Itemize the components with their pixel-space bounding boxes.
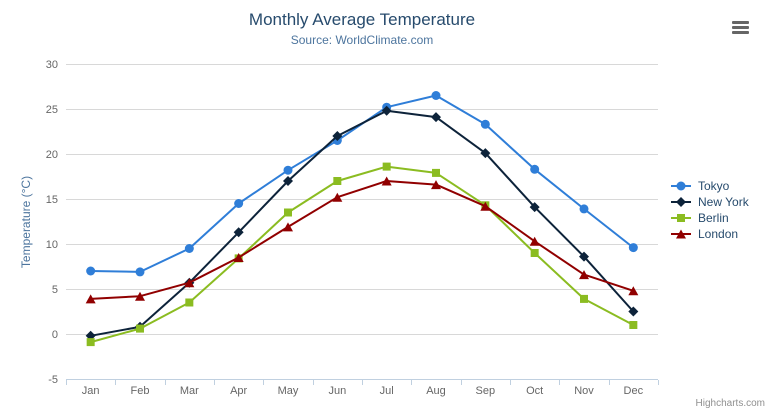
legend-item-berlin[interactable]: Berlin xyxy=(670,210,749,226)
legend-marker-square-icon xyxy=(671,214,691,222)
data-point-berlin[interactable] xyxy=(185,298,194,307)
data-point-new-york[interactable] xyxy=(628,306,639,317)
x-axis-label: Apr xyxy=(230,385,247,397)
x-axis-label: Dec xyxy=(624,385,644,397)
chart-title: Monthly Average Temperature xyxy=(248,10,476,29)
y-axis-label: -5 xyxy=(48,374,58,386)
data-point-london[interactable] xyxy=(431,180,441,190)
hamburger-menu-icon xyxy=(730,20,750,34)
series-line-berlin[interactable] xyxy=(89,165,635,344)
x-axis-label: Mar xyxy=(180,385,199,397)
data-point-london[interactable] xyxy=(233,253,244,262)
data-point-tokyo[interactable] xyxy=(135,267,145,277)
data-point-london[interactable] xyxy=(135,291,145,301)
data-point-new-york[interactable] xyxy=(233,227,244,238)
data-point-berlin[interactable] xyxy=(432,168,440,177)
data-point-london[interactable] xyxy=(332,192,343,202)
legend: Tokyo New York Berlin London xyxy=(670,178,749,242)
data-point-tokyo[interactable] xyxy=(86,266,96,276)
y-axis-labels: -5 0 5 10 15 20 25 30 xyxy=(46,59,58,386)
legend-label: Tokyo xyxy=(698,179,730,193)
data-point-london[interactable] xyxy=(579,270,589,280)
data-point-berlin[interactable] xyxy=(580,294,588,303)
data-point-berlin[interactable] xyxy=(284,208,292,217)
data-point-tokyo[interactable] xyxy=(283,165,293,175)
legend-label: Berlin xyxy=(698,211,729,225)
data-point-tokyo[interactable] xyxy=(184,244,194,253)
legend-item-london[interactable]: London xyxy=(670,226,749,242)
y-axis-label: 10 xyxy=(46,239,58,251)
data-point-berlin[interactable] xyxy=(382,162,391,171)
data-point-berlin[interactable] xyxy=(629,321,638,329)
series-tokyo[interactable] xyxy=(86,91,638,277)
data-point-london[interactable] xyxy=(381,176,392,186)
data-point-new-york[interactable] xyxy=(332,131,343,141)
x-axis-labels: Jan Feb Mar Apr May Jun Jul Aug Sep Oct Nov Dec xyxy=(82,385,644,397)
data-point-london[interactable] xyxy=(283,222,293,232)
data-point-new-york[interactable] xyxy=(480,148,491,159)
x-axis-label: Jul xyxy=(380,385,394,397)
data-point-berlin[interactable] xyxy=(136,324,144,333)
legend-item-tokyo[interactable]: Tokyo xyxy=(670,178,749,194)
data-point-new-york[interactable] xyxy=(431,112,441,123)
data-point-london[interactable] xyxy=(628,286,639,296)
data-point-london[interactable] xyxy=(480,201,491,211)
data-point-new-york[interactable] xyxy=(529,202,540,213)
legend-label: New York xyxy=(698,195,749,209)
series-line-tokyo[interactable] xyxy=(89,94,635,273)
data-point-london[interactable] xyxy=(85,294,96,304)
data-point-tokyo[interactable] xyxy=(628,243,638,253)
legend-marker-diamond-icon xyxy=(671,197,691,207)
series-london[interactable] xyxy=(85,176,639,304)
y-axis-label: 0 xyxy=(52,329,58,341)
data-point-tokyo[interactable] xyxy=(431,91,441,100)
chart-subtitle: Source: WorldClimate.com xyxy=(290,33,434,47)
data-point-berlin[interactable] xyxy=(530,249,539,257)
y-axis-label: 30 xyxy=(46,59,58,71)
data-point-tokyo[interactable] xyxy=(530,164,540,174)
data-point-new-york[interactable] xyxy=(579,251,589,262)
data-point-tokyo[interactable] xyxy=(234,199,244,208)
data-point-london[interactable] xyxy=(529,236,540,246)
series-new-york[interactable] xyxy=(85,105,639,341)
y-axis-label: 20 xyxy=(46,149,58,161)
credits-link[interactable]: Highcharts.com xyxy=(695,398,765,409)
y-axis-label: 5 xyxy=(52,284,58,296)
legend-marker-triangle-icon xyxy=(671,229,691,239)
data-point-berlin[interactable] xyxy=(333,177,342,185)
series-line-new-york[interactable] xyxy=(89,109,635,337)
data-point-london[interactable] xyxy=(184,278,195,288)
data-point-new-york[interactable] xyxy=(381,105,392,116)
legend-label: London xyxy=(698,227,739,241)
data-point-tokyo[interactable] xyxy=(480,119,490,129)
x-axis-label: Jun xyxy=(328,385,346,397)
x-axis-label: Oct xyxy=(526,385,543,397)
x-axis-label: May xyxy=(278,385,299,397)
context-menu-button[interactable] xyxy=(728,17,752,37)
x-axis-label: Jan xyxy=(82,385,100,397)
gridlines xyxy=(66,64,658,380)
legend-item-new-york[interactable]: New York xyxy=(670,194,749,210)
legend-marker-circle-icon xyxy=(671,181,691,191)
y-axis-label: 25 xyxy=(46,104,58,116)
data-point-new-york[interactable] xyxy=(283,176,293,186)
x-axis-label: Aug xyxy=(426,385,446,397)
x-axis-label: Feb xyxy=(131,385,150,397)
y-axis-label: 15 xyxy=(46,194,58,206)
x-axis-label: Sep xyxy=(476,385,496,397)
series-line-london[interactable] xyxy=(89,180,635,300)
data-point-berlin[interactable] xyxy=(86,338,95,347)
x-axis-ticks xyxy=(66,380,659,385)
x-axis-label: Nov xyxy=(574,385,594,397)
data-point-tokyo[interactable] xyxy=(579,204,589,214)
